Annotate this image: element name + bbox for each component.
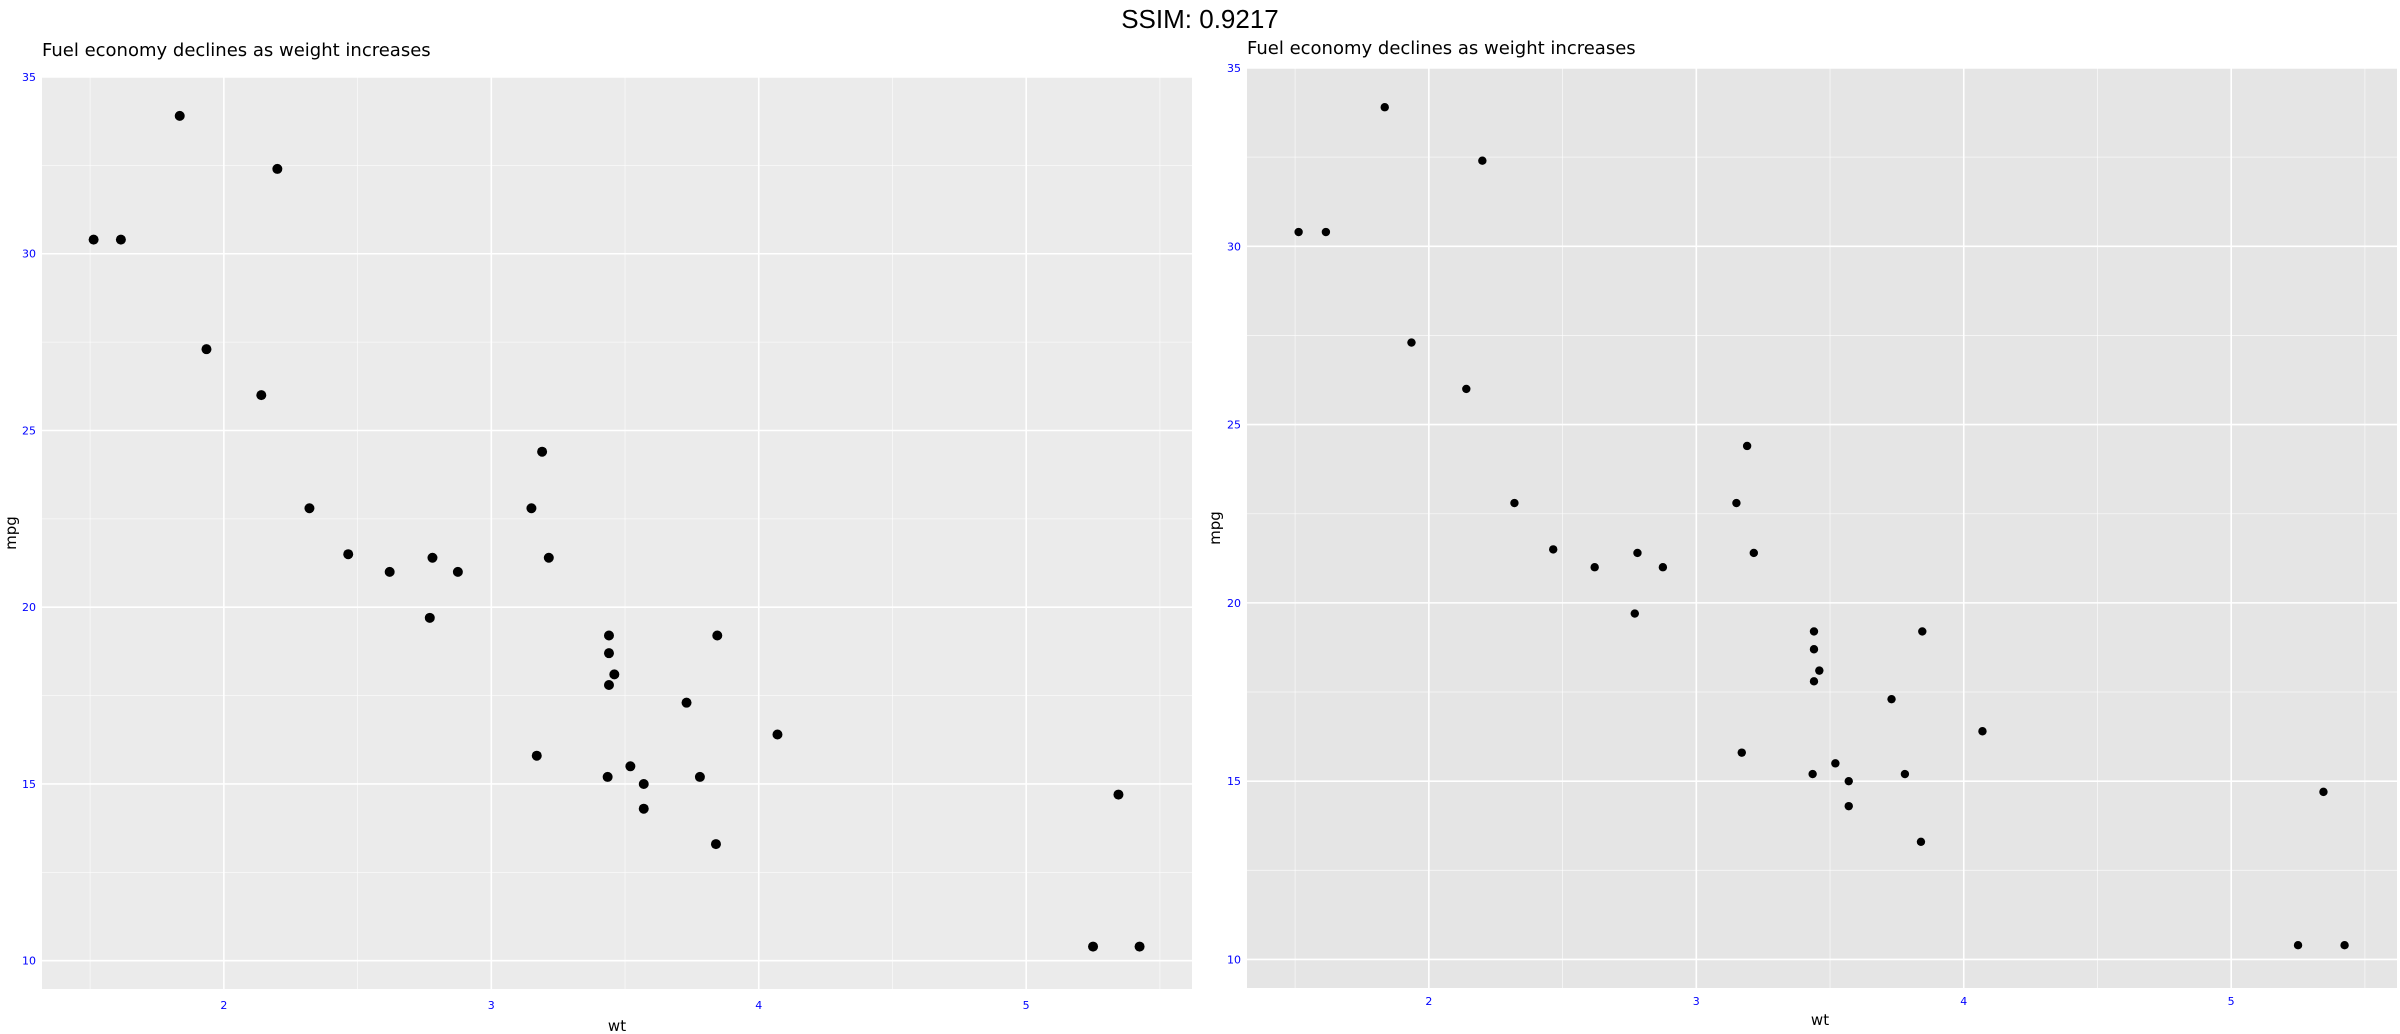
- data-point: [427, 552, 438, 563]
- data-point: [256, 390, 267, 401]
- data-point: [681, 697, 692, 708]
- x-tick-label: 3: [1693, 995, 1700, 1008]
- data-point: [343, 549, 354, 560]
- data-point: [1749, 548, 1759, 558]
- data-point: [537, 446, 548, 457]
- x-tick-label: 2: [220, 999, 227, 1012]
- panel-title: Fuel economy declines as weight increase…: [1247, 38, 1636, 59]
- scatter-panel-2: 10 15 20 25 30 35 2 3 4 5 Fuel economy declines as…: [1206, 38, 2397, 1029]
- data-point: [1809, 627, 1819, 636]
- data-point: [1900, 769, 1910, 779]
- data-point: [452, 566, 463, 577]
- y-axis-title: mpg: [1206, 511, 1224, 545]
- data-point: [1918, 627, 1927, 636]
- data-point: [1549, 545, 1558, 554]
- panel-title: Fuel economy declines as weight increase…: [42, 40, 431, 61]
- data-point: [1844, 801, 1853, 811]
- y-tick-label: 15: [22, 778, 36, 791]
- x-tick-label: 5: [2228, 995, 2235, 1008]
- data-point: [772, 729, 783, 740]
- data-point: [603, 648, 614, 659]
- data-point: [1978, 727, 1987, 736]
- y-tick-label: 30: [22, 248, 36, 261]
- data-point: [384, 566, 395, 577]
- data-point: [1380, 103, 1389, 112]
- data-point: [603, 630, 614, 641]
- data-point: [1887, 694, 1896, 704]
- data-point: [2293, 941, 2303, 950]
- data-point: [1844, 776, 1853, 786]
- data-point: [609, 669, 620, 680]
- data-point: [1113, 789, 1124, 800]
- data-point: [2319, 787, 2328, 797]
- data-point: [1732, 498, 1741, 508]
- data-point: [1633, 548, 1642, 558]
- scatter-panel-1: 10 15 20 25 30 35 2 3 4 5 Fuel economy declines as…: [2, 40, 1192, 1034]
- data-point: [174, 110, 185, 121]
- x-axis-title: wt: [608, 1017, 626, 1034]
- y-tick-label: 20: [22, 601, 36, 614]
- data-point: [1808, 769, 1817, 779]
- data-point: [1478, 156, 1487, 165]
- y-tick-label: 35: [1227, 62, 1241, 75]
- data-point: [1294, 227, 1303, 237]
- y-tick-label: 10: [22, 955, 36, 968]
- data-point: [531, 750, 542, 761]
- figure-header-title: SSIM: 0.9217: [1121, 4, 1279, 34]
- data-point: [1809, 645, 1819, 654]
- data-point: [1088, 941, 1099, 952]
- data-point: [1407, 338, 1416, 347]
- data-point: [272, 163, 283, 174]
- data-point: [201, 344, 212, 355]
- panel-background: [42, 77, 1192, 989]
- data-point: [1134, 941, 1145, 952]
- data-point: [304, 503, 315, 514]
- y-tick-label: 10: [1227, 953, 1241, 966]
- x-tick-label: 3: [488, 999, 495, 1012]
- data-point: [1916, 837, 1926, 846]
- x-tick-label: 4: [1960, 995, 1967, 1008]
- y-tick-label: 15: [1227, 775, 1241, 788]
- data-point: [1658, 563, 1668, 572]
- x-axis-title: wt: [1811, 1011, 1829, 1029]
- data-point: [603, 680, 614, 690]
- x-tick-label: 2: [1425, 995, 1432, 1008]
- data-point: [1510, 498, 1519, 508]
- data-point: [1815, 666, 1824, 675]
- x-tick-label: 5: [1023, 999, 1030, 1012]
- data-point: [638, 803, 649, 814]
- data-point: [526, 503, 537, 514]
- data-point: [1590, 563, 1599, 572]
- y-tick-label: 25: [22, 424, 36, 437]
- data-point: [710, 839, 721, 850]
- data-point: [1742, 441, 1752, 451]
- data-point: [694, 771, 705, 782]
- data-point: [625, 761, 636, 772]
- data-point: [2340, 941, 2349, 950]
- y-tick-label: 35: [22, 71, 36, 84]
- y-axis-title: mpg: [2, 516, 20, 550]
- data-point: [543, 552, 554, 563]
- data-point: [1321, 227, 1331, 237]
- data-point: [1462, 384, 1471, 394]
- y-tick-label: 20: [1227, 597, 1241, 610]
- data-point: [115, 234, 126, 245]
- data-point: [638, 778, 649, 789]
- data-point: [88, 234, 99, 245]
- x-tick-label: 4: [755, 999, 762, 1012]
- y-tick-label: 25: [1227, 419, 1241, 432]
- data-point: [1809, 677, 1819, 686]
- data-point: [602, 771, 613, 782]
- data-point: [1630, 609, 1639, 618]
- data-point: [1737, 748, 1746, 757]
- y-tick-label: 30: [1227, 240, 1241, 253]
- data-point: [424, 612, 435, 623]
- data-point: [1831, 759, 1840, 768]
- data-point: [712, 630, 723, 641]
- panel-background: [1247, 68, 2397, 988]
